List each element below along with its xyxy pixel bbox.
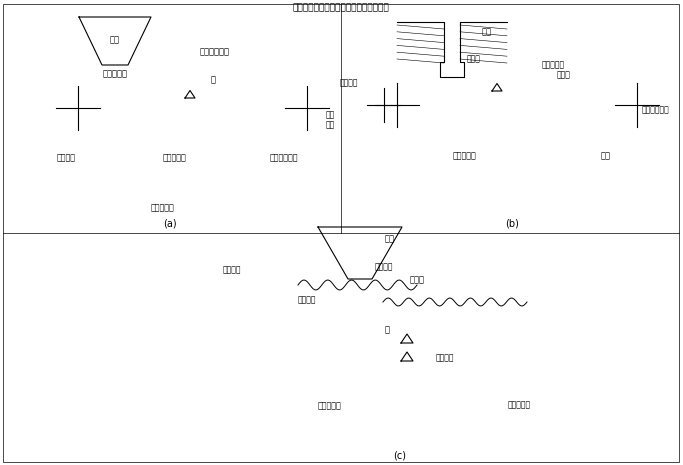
Text: 给定: 给定 bbox=[601, 152, 611, 160]
Circle shape bbox=[347, 112, 373, 138]
Text: 测速
电机: 测速 电机 bbox=[325, 110, 335, 130]
Text: 料仓: 料仓 bbox=[482, 27, 492, 36]
Circle shape bbox=[352, 139, 368, 155]
Bar bbox=[380, 296, 530, 308]
Polygon shape bbox=[79, 17, 151, 65]
Text: 载物输送带: 载物输送带 bbox=[542, 60, 565, 69]
Text: 静闸门: 静闸门 bbox=[467, 54, 481, 64]
Polygon shape bbox=[401, 334, 413, 343]
Text: 连续式全自动包装机计重供给的自动控制: 连续式全自动包装机计重供给的自动控制 bbox=[292, 3, 389, 12]
Polygon shape bbox=[401, 352, 413, 361]
Text: 料斗: 料斗 bbox=[385, 234, 395, 244]
Bar bbox=[30, 149, 102, 167]
Text: 电子调节器: 电子调节器 bbox=[318, 401, 342, 411]
Text: 料斗: 料斗 bbox=[110, 35, 120, 45]
Bar bbox=[397, 147, 532, 165]
Bar bbox=[582, 147, 630, 165]
Text: 物料载送裃置: 物料载送裃置 bbox=[200, 47, 230, 57]
Text: 同步电机: 同步电机 bbox=[298, 295, 316, 305]
Bar bbox=[108, 199, 218, 217]
Text: 调节电机: 调节电机 bbox=[339, 79, 359, 87]
Text: 计量给定値: 计量给定値 bbox=[507, 400, 531, 410]
Text: (b): (b) bbox=[505, 219, 519, 229]
Text: 称裃置: 称裃置 bbox=[557, 71, 571, 80]
Polygon shape bbox=[492, 84, 502, 91]
Bar bbox=[177, 76, 193, 86]
Bar bbox=[490, 379, 548, 397]
Bar bbox=[132, 149, 217, 167]
Bar bbox=[240, 149, 328, 167]
Circle shape bbox=[56, 86, 100, 130]
Text: 调节电机: 调节电机 bbox=[223, 266, 242, 274]
Bar bbox=[535, 73, 549, 93]
Text: 可控给料机: 可控给料机 bbox=[102, 69, 128, 79]
Circle shape bbox=[375, 83, 419, 127]
Text: (c): (c) bbox=[393, 450, 406, 460]
Text: 称: 称 bbox=[385, 326, 389, 334]
Circle shape bbox=[266, 273, 290, 297]
Bar bbox=[519, 73, 533, 93]
Circle shape bbox=[367, 88, 401, 122]
Text: 电子调节器: 电子调节器 bbox=[453, 152, 476, 160]
Circle shape bbox=[615, 83, 659, 127]
Bar bbox=[290, 397, 370, 415]
Text: 检重传感器: 检重传感器 bbox=[163, 153, 186, 162]
Text: 检测裃置: 检测裃置 bbox=[436, 353, 454, 363]
Circle shape bbox=[529, 296, 541, 308]
Text: 重量给定: 重量给定 bbox=[57, 153, 76, 162]
Circle shape bbox=[357, 291, 379, 313]
Text: 等分截取裃置: 等分截取裃置 bbox=[642, 106, 670, 114]
Bar bbox=[295, 277, 420, 293]
Polygon shape bbox=[185, 91, 195, 98]
Text: 等分截取裃置: 等分截取裃置 bbox=[270, 153, 298, 162]
Bar bbox=[177, 96, 201, 104]
Text: 称量机: 称量机 bbox=[410, 275, 425, 285]
Text: (a): (a) bbox=[163, 219, 177, 229]
Bar bbox=[622, 92, 638, 120]
Text: 电子调节器: 电子调节器 bbox=[151, 204, 175, 213]
Text: 称: 称 bbox=[211, 75, 216, 85]
Bar bbox=[400, 349, 420, 367]
Circle shape bbox=[285, 86, 329, 130]
Bar bbox=[74, 65, 156, 83]
Circle shape bbox=[482, 70, 492, 80]
Text: 给料螺旋: 给料螺旋 bbox=[375, 263, 393, 272]
Bar bbox=[381, 325, 393, 337]
Polygon shape bbox=[318, 227, 402, 279]
Polygon shape bbox=[397, 22, 507, 77]
